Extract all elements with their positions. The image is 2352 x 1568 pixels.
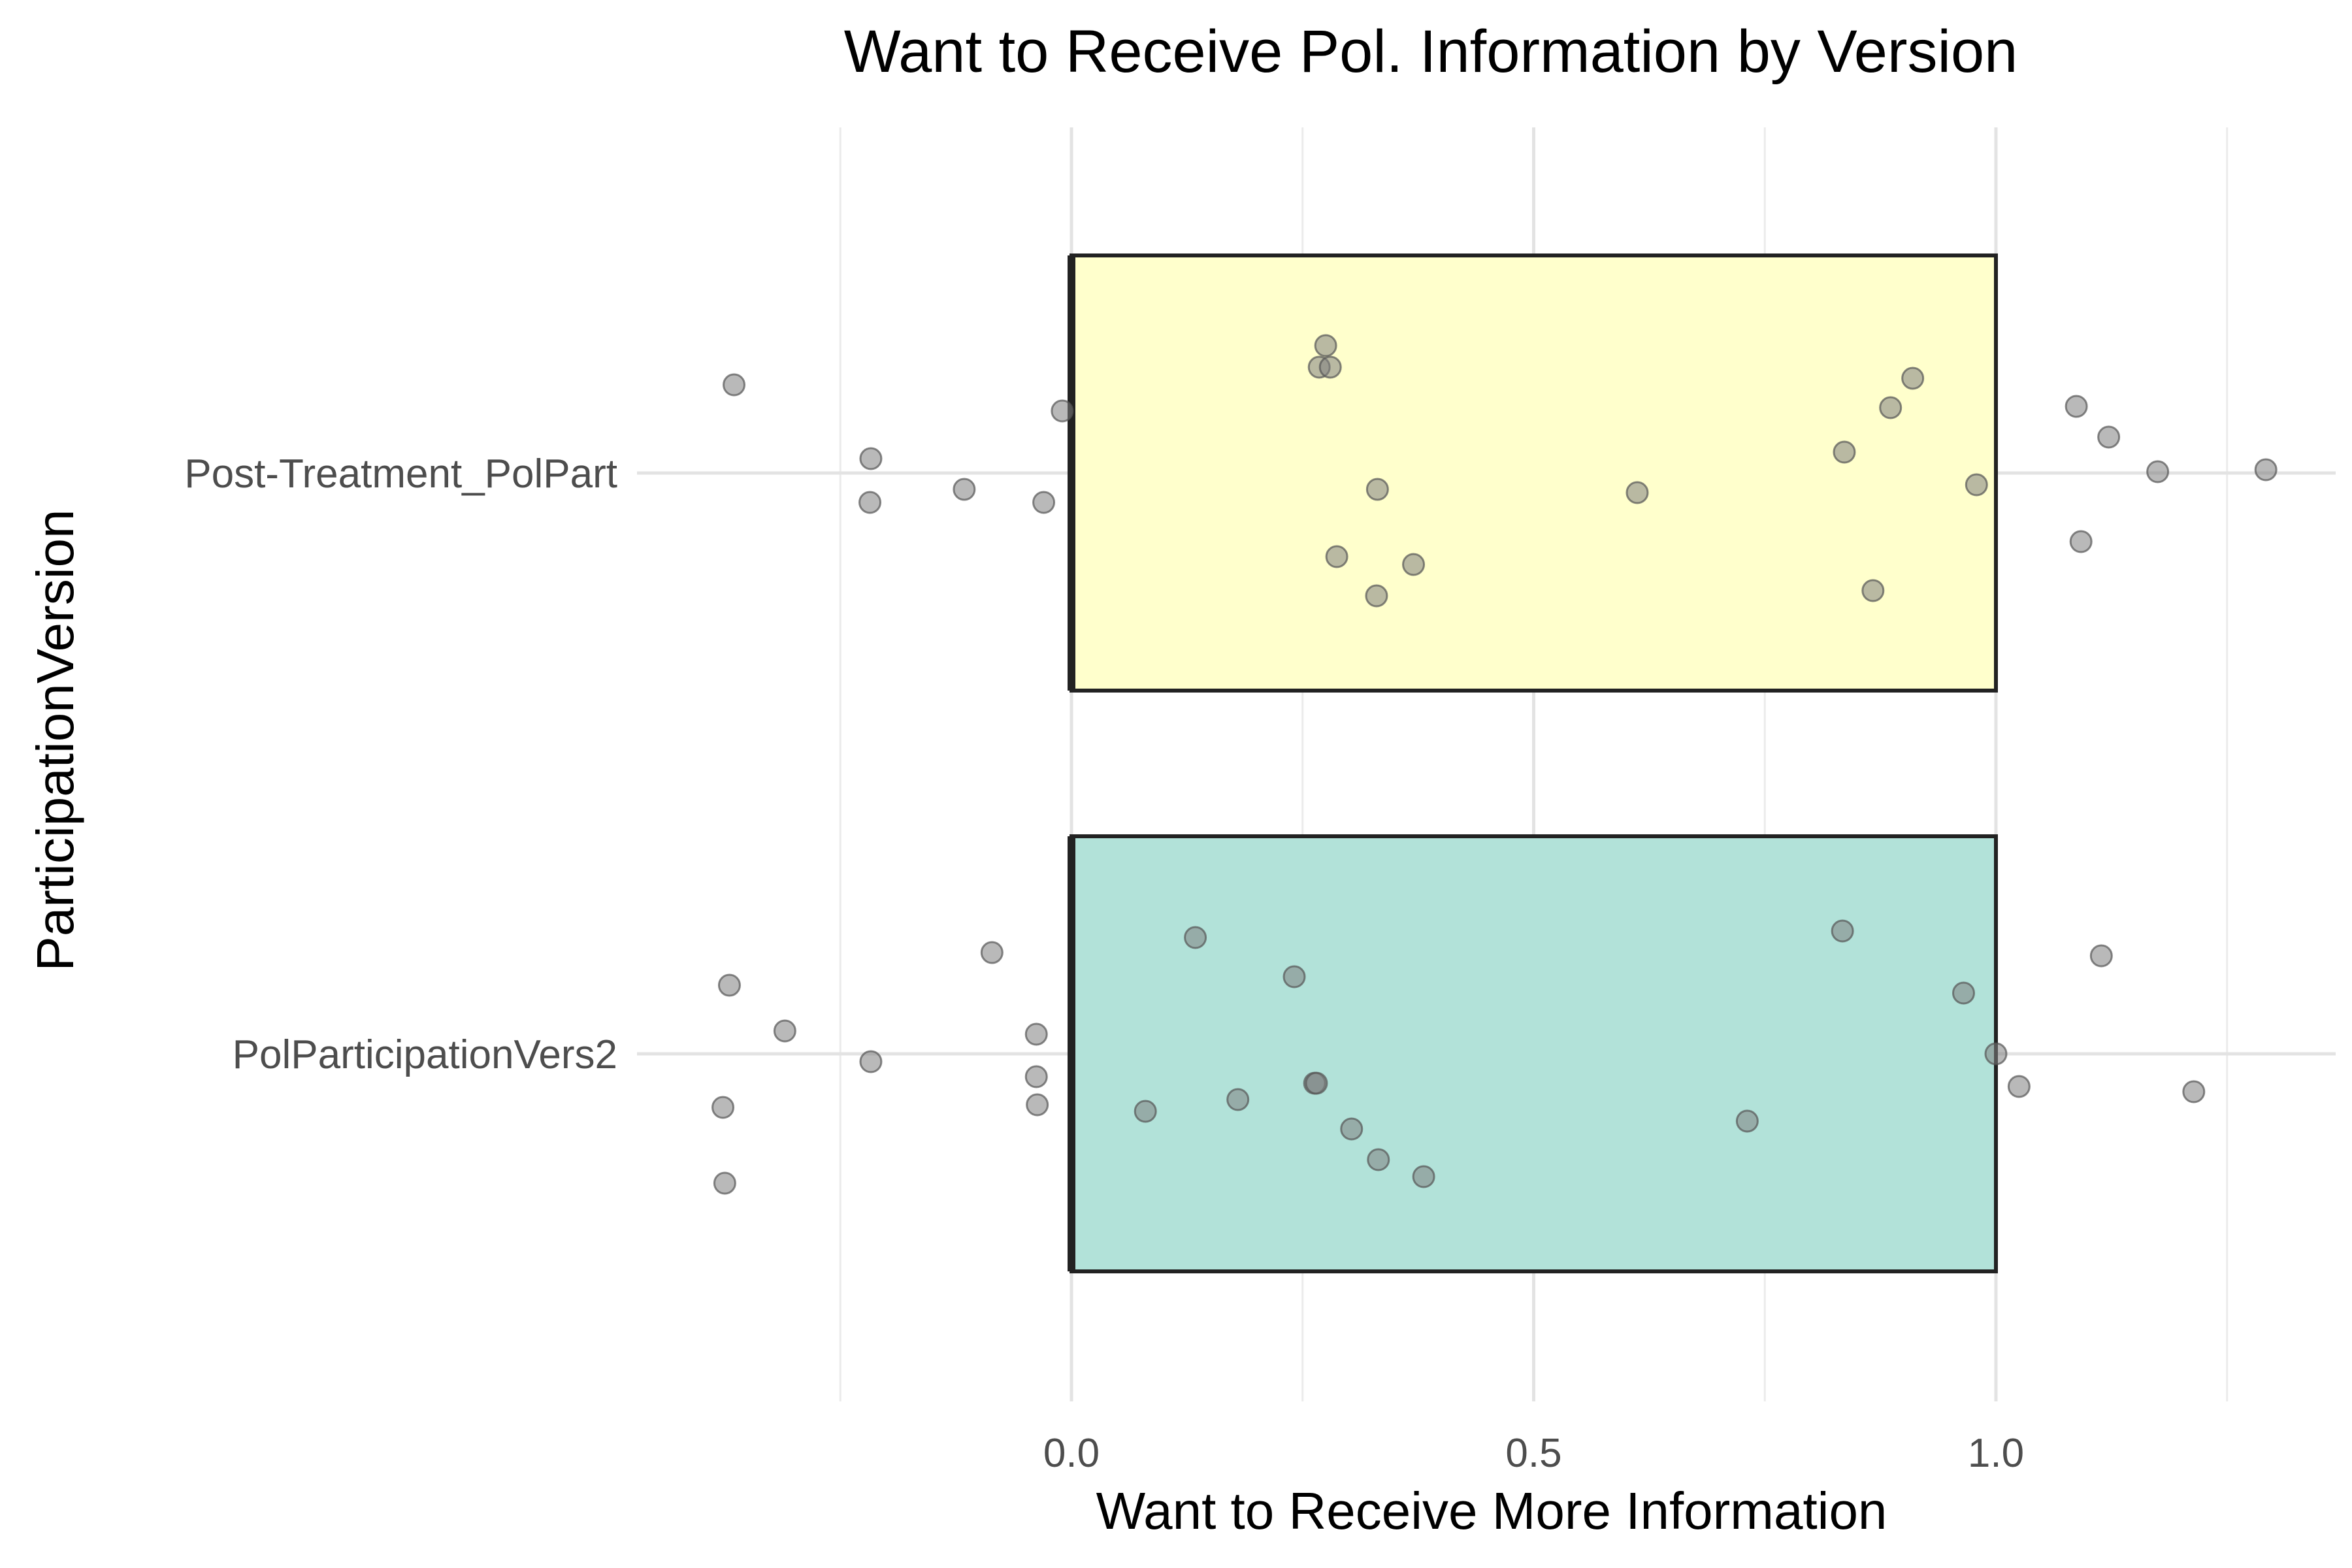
data-point bbox=[1024, 1065, 1048, 1088]
data-point bbox=[1365, 584, 1388, 608]
data-point bbox=[1340, 1117, 1364, 1141]
tick-layer: 0.0 0.5 1.0 Post-Treatment_PolPart PolPartic… bbox=[184, 451, 2024, 1476]
y-axis-title: ParticipationVersion bbox=[26, 509, 84, 971]
data-point bbox=[2254, 458, 2278, 482]
data-point bbox=[1901, 367, 1925, 390]
data-point bbox=[2182, 1080, 2206, 1103]
data-point bbox=[1625, 481, 1649, 504]
data-point bbox=[980, 941, 1004, 964]
data-point bbox=[1051, 399, 1074, 423]
data-point bbox=[1282, 965, 1306, 988]
data-point bbox=[2065, 395, 2088, 418]
x-tick-label: 1.0 bbox=[1968, 1431, 2024, 1476]
data-point bbox=[773, 1019, 796, 1043]
data-point bbox=[723, 373, 746, 397]
data-point bbox=[1134, 1100, 1157, 1123]
data-point bbox=[1965, 473, 1988, 497]
bar bbox=[1070, 834, 1998, 1273]
data-point bbox=[1861, 579, 1885, 602]
data-point bbox=[717, 973, 741, 997]
bar bbox=[1070, 253, 1998, 693]
data-point bbox=[1226, 1088, 1250, 1111]
data-point bbox=[2146, 460, 2170, 483]
y-tick-label: PolParticipationVers2 bbox=[233, 1032, 617, 1077]
point-layer bbox=[711, 334, 2278, 1195]
x-axis-title: Want to Receive More Information bbox=[1096, 1482, 1887, 1540]
data-point bbox=[1024, 1022, 1048, 1046]
y-tick-label: Post-Treatment_PolPart bbox=[184, 451, 617, 497]
data-point bbox=[1879, 396, 1903, 419]
data-point bbox=[1735, 1109, 1759, 1133]
data-point bbox=[1831, 919, 1854, 943]
data-point bbox=[713, 1171, 736, 1195]
data-point bbox=[1305, 1071, 1328, 1095]
data-point bbox=[2089, 944, 2113, 968]
data-point bbox=[953, 478, 976, 501]
data-point bbox=[2097, 425, 2121, 449]
chart-title: Want to Receive Pol. Information by Vers… bbox=[844, 18, 2018, 85]
data-point bbox=[711, 1096, 735, 1119]
data-point bbox=[1314, 334, 1337, 357]
data-point bbox=[1032, 491, 1056, 514]
data-point bbox=[1412, 1165, 1435, 1188]
data-point bbox=[1325, 545, 1348, 568]
data-point bbox=[2069, 530, 2093, 553]
data-point bbox=[1026, 1093, 1049, 1117]
data-point bbox=[1984, 1042, 2008, 1066]
data-point bbox=[1833, 440, 1856, 464]
data-point bbox=[859, 447, 883, 470]
data-point bbox=[1402, 553, 1426, 576]
data-point bbox=[2007, 1075, 2031, 1098]
data-point bbox=[858, 491, 882, 514]
data-point bbox=[1365, 478, 1389, 501]
data-point bbox=[1952, 981, 1975, 1005]
bar-layer bbox=[1068, 253, 1998, 1273]
x-tick-label: 0.0 bbox=[1043, 1431, 1100, 1476]
data-point bbox=[1184, 926, 1207, 949]
data-point bbox=[1367, 1148, 1390, 1171]
data-point bbox=[1318, 355, 1342, 379]
data-point bbox=[859, 1050, 883, 1073]
x-tick-label: 0.5 bbox=[1505, 1431, 1561, 1476]
